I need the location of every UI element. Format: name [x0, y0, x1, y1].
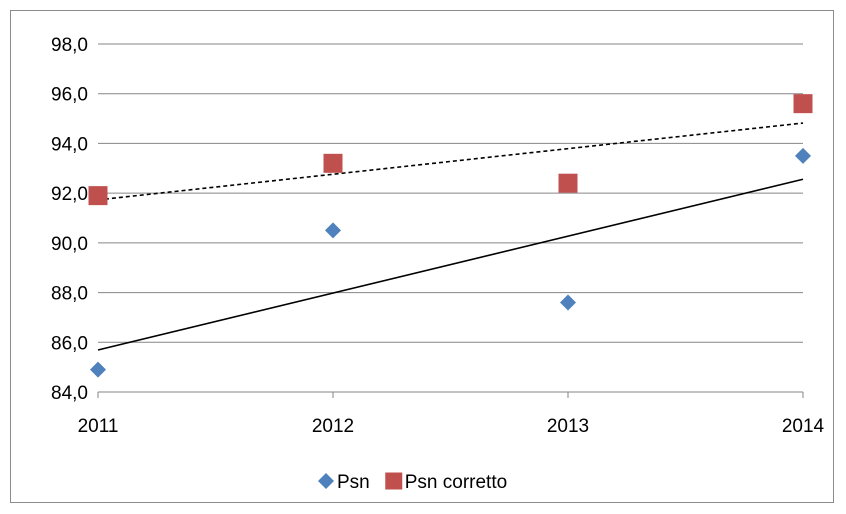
trendline-psn [97, 178, 804, 351]
trendline-psn-corretto [97, 122, 804, 201]
psn-corretto-point [793, 94, 813, 114]
y-tick-label: 92,0 [51, 184, 88, 205]
y-axis-ticks: 84,0 86,0 88,0 90,0 92,0 94,0 96,0 98,0 [51, 35, 88, 404]
data-markers [88, 94, 813, 378]
legend-psn-marker [318, 473, 334, 489]
y-tick-label: 86,0 [51, 333, 88, 354]
x-tick-label: 2011 [78, 416, 119, 437]
psn-corretto-point [323, 153, 343, 173]
x-tick-label: 2012 [312, 416, 354, 437]
psn-point [795, 147, 811, 164]
psn-point [325, 222, 341, 239]
x-axis-ticks: 2011 2012 2013 2014 [78, 392, 825, 437]
x-tick-label: 2014 [782, 416, 825, 437]
y-tick-label: 94,0 [51, 134, 88, 155]
trendlines [97, 122, 804, 351]
y-tick-label: 88,0 [51, 284, 88, 305]
legend-psn-corretto-marker [385, 472, 403, 490]
legend: Psn Psn corretto [318, 472, 507, 493]
psn-corretto-point [558, 173, 578, 193]
psn-point [560, 294, 576, 311]
gridlines [98, 43, 803, 343]
legend-label: Psn [337, 472, 370, 493]
psn-corretto-point [88, 186, 108, 206]
psn-point [90, 361, 106, 378]
y-tick-label: 84,0 [51, 383, 88, 404]
chart-frame [10, 10, 834, 503]
y-tick-label: 90,0 [51, 234, 88, 255]
y-tick-label: 96,0 [51, 85, 88, 106]
y-tick-label: 98,0 [51, 35, 88, 56]
x-tick-label: 2013 [547, 416, 589, 437]
legend-label: Psn corretto [405, 472, 507, 493]
